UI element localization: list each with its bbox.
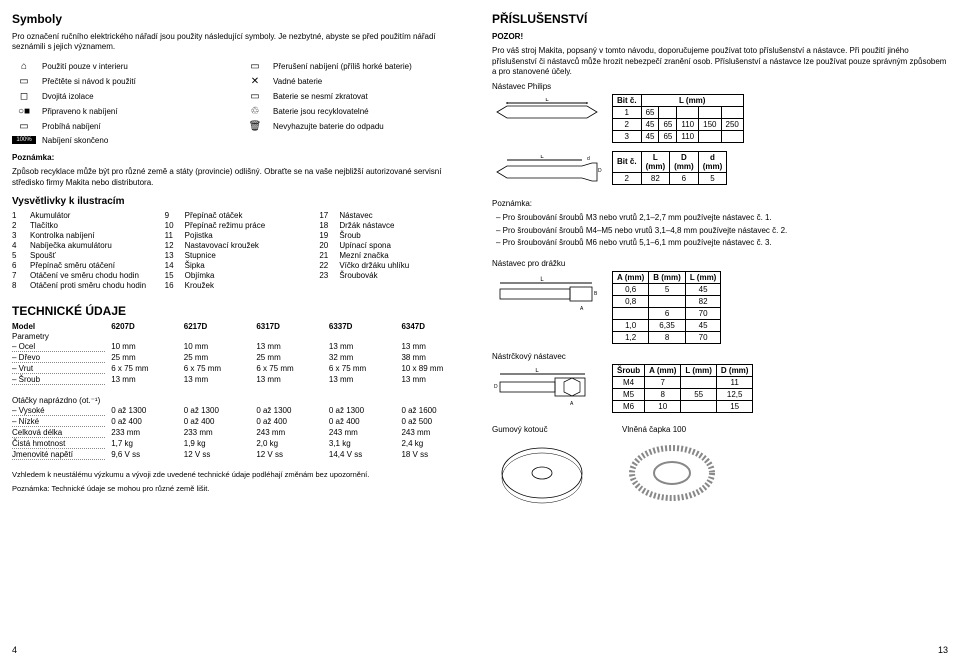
page-left: 4 bbox=[12, 645, 468, 655]
poznamka-r-label: Poznámka: bbox=[492, 199, 948, 209]
symbols-intro: Pro označení ručního elektrického nářadí… bbox=[12, 32, 468, 53]
drazka-label: Nástavec pro drážku bbox=[492, 259, 948, 269]
ready-icon: ○■ bbox=[12, 106, 36, 117]
pris-title: PŘÍSLUŠENSTVÍ bbox=[492, 12, 948, 26]
flat-bit-icon: L d D bbox=[492, 155, 602, 189]
right-column: PŘÍSLUŠENSTVÍ POZOR! Pro váš stroj Makit… bbox=[492, 12, 948, 655]
double-insulation-icon: ◻ bbox=[12, 91, 36, 102]
philips-label: Nástavec Philips bbox=[492, 82, 948, 92]
gum-block: Gumový kotouč bbox=[492, 423, 592, 509]
tech-grid: Model6207D6217D6317D6337D6347DParametry–… bbox=[12, 322, 468, 460]
svg-text:D: D bbox=[598, 168, 602, 174]
charging-icon: ▭ bbox=[12, 121, 36, 132]
tech-note2: Poznámka: Technické údaje se mohou pro r… bbox=[12, 484, 468, 494]
flat-table: Bit č.L (mm)D (mm)d (mm)28265 bbox=[612, 151, 727, 185]
gum-disc-icon bbox=[492, 438, 592, 508]
tech-note1: Vzhledem k neustálému výzkumu a vývoji z… bbox=[12, 470, 468, 480]
sym-r-4: Nevyhazujte baterie do odpadu bbox=[273, 122, 468, 131]
svg-text:L: L bbox=[540, 277, 544, 283]
sym-l-4: Probíhá nabíjení bbox=[42, 122, 237, 131]
svg-text:D: D bbox=[494, 384, 498, 390]
ill-grid: 1Akumulátor9Přepínač otáček17Nástavec2Tl… bbox=[12, 211, 468, 290]
svg-text:L: L bbox=[540, 155, 544, 160]
drazka-bit-icon: L B A bbox=[492, 275, 602, 315]
sym-l-3: Připraveno k nabíjení bbox=[42, 107, 237, 116]
gum-label: Gumový kotouč bbox=[492, 425, 592, 435]
hot-battery-icon: ▭ bbox=[243, 61, 267, 72]
poznamka-text: Způsob recyklace může být pro různé země… bbox=[12, 167, 468, 188]
nastrk-bit-icon: L D A bbox=[492, 368, 602, 408]
symbols-title: Symboly bbox=[12, 12, 468, 26]
svg-text:B: B bbox=[594, 291, 598, 297]
nastrk-label: Nástrčkový nástavec bbox=[492, 352, 948, 362]
philips-bit-icon: L bbox=[492, 98, 602, 126]
bad-battery-icon: ✕ bbox=[243, 76, 267, 87]
philips-table: Bit č.L (mm)1652456511015025034565110 bbox=[612, 94, 744, 143]
recycle-icon: ♲ bbox=[243, 106, 267, 117]
tech-title: TECHNICKÉ ÚDAJE bbox=[12, 304, 468, 318]
no-trash-icon: 🗑 bbox=[243, 121, 267, 132]
manual-icon: ▭ bbox=[12, 76, 36, 87]
svg-text:A: A bbox=[570, 401, 574, 407]
sym-l-0: Použití pouze v interieru bbox=[42, 62, 237, 71]
sym-l-1: Přečtěte si návod k použití bbox=[42, 77, 237, 86]
house-icon: ⌂ bbox=[12, 61, 36, 72]
symbols-grid: ⌂ Použití pouze v interieru ▭ Přerušení … bbox=[12, 61, 468, 145]
svg-text:L: L bbox=[545, 98, 549, 103]
vln-label: Vlněná čapka 100 bbox=[622, 425, 722, 435]
svg-text:d: d bbox=[587, 156, 590, 162]
vln-block: Vlněná čapka 100 bbox=[622, 423, 722, 509]
no-short-icon: ▭ bbox=[243, 91, 267, 102]
drazka-table: A (mm)B (mm)L (mm)0,65450,8826701,06,354… bbox=[612, 271, 721, 344]
svg-text:L: L bbox=[535, 368, 539, 374]
done-icon: 100% bbox=[12, 136, 36, 144]
wool-cap-icon bbox=[622, 438, 722, 508]
sym-r-0: Přerušení nabíjení (příliš horké baterie… bbox=[273, 62, 468, 71]
pozor: POZOR! bbox=[492, 32, 523, 41]
svg-text:A: A bbox=[580, 306, 584, 312]
left-column: Symboly Pro označení ručního elektrickéh… bbox=[12, 12, 468, 655]
sym-r-3: Baterie jsou recyklovatelné bbox=[273, 107, 468, 116]
sym-r-2: Baterie se nesmí zkratovat bbox=[273, 92, 468, 101]
pris-text: Pro váš stroj Makita, popsaný v tomto ná… bbox=[492, 46, 948, 77]
page-right: 13 bbox=[492, 645, 948, 655]
ill-title: Vysvětlivky k ilustracím bbox=[12, 196, 468, 207]
poznamka-lines: – Pro šroubování šroubů M3 nebo vrutů 2,… bbox=[492, 211, 948, 250]
sym-l-5: Nabíjení skončeno bbox=[42, 136, 237, 145]
nastrk-table: ŠroubA (mm)L (mm)D (mm)M4711M585512,5M61… bbox=[612, 364, 753, 413]
sym-r-1: Vadné baterie bbox=[273, 77, 468, 86]
sym-l-2: Dvojitá izolace bbox=[42, 92, 237, 101]
poznamka-label: Poznámka: bbox=[12, 153, 54, 162]
